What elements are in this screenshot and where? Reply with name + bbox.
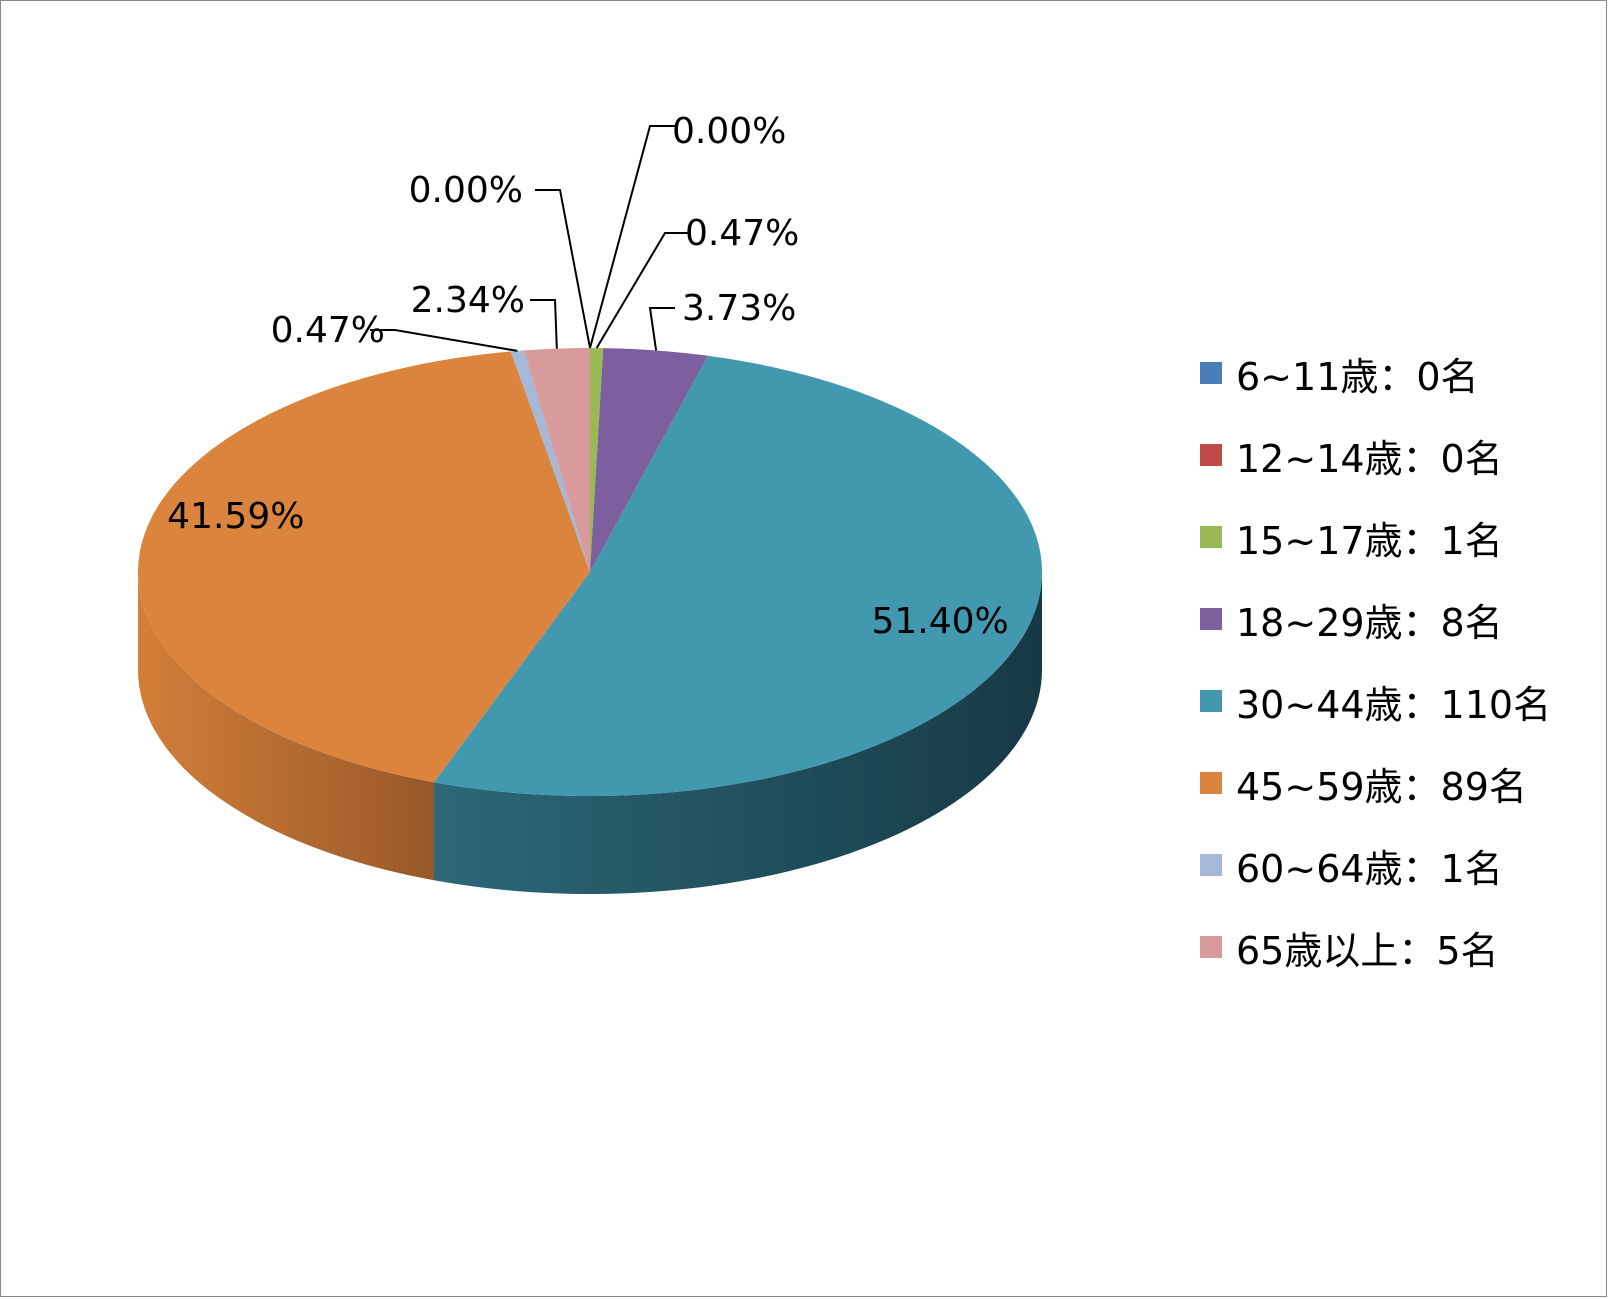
legend-swatch-4 bbox=[1200, 690, 1222, 712]
legend-item-3: 18~29歳：8名 bbox=[1200, 578, 1600, 660]
legend-item-0: 6~11歳：0名 bbox=[1200, 332, 1600, 414]
data-label-3: 3.73% bbox=[682, 288, 796, 329]
data-label-7: 2.34% bbox=[411, 280, 525, 321]
legend-label-0: 6~11歳：0名 bbox=[1236, 354, 1479, 399]
legend-item-5: 45~59歳：89名 bbox=[1200, 742, 1600, 824]
data-label-2: 0.47% bbox=[685, 213, 799, 254]
pie-slice-3 bbox=[590, 348, 709, 572]
legend-label-1: 12~14歳：0名 bbox=[1236, 436, 1503, 481]
legend-swatch-5 bbox=[1200, 772, 1222, 794]
pie-side-4 bbox=[434, 572, 1042, 895]
legend-label-2: 15~17歳：1名 bbox=[1236, 518, 1503, 563]
legend-label-7: 65歳以上：5名 bbox=[1236, 928, 1499, 973]
data-label-5: 41.59% bbox=[167, 496, 304, 537]
data-label-4: 51.40% bbox=[871, 601, 1008, 642]
data-label-1: 0.00% bbox=[409, 170, 523, 211]
legend-item-6: 60~64歳：1名 bbox=[1200, 824, 1600, 906]
legend-item-2: 15~17歳：1名 bbox=[1200, 496, 1600, 578]
leader-line-1 bbox=[535, 189, 591, 349]
legend-swatch-2 bbox=[1200, 526, 1222, 548]
legend-swatch-7 bbox=[1200, 936, 1222, 958]
pie-slice-6 bbox=[510, 350, 590, 572]
legend-label-4: 30~44歳：110名 bbox=[1236, 682, 1552, 727]
leader-line-6 bbox=[370, 329, 518, 352]
pie-side-5 bbox=[138, 572, 435, 881]
pie-slice-7 bbox=[523, 348, 590, 572]
legend-item-7: 65歳以上：5名 bbox=[1200, 906, 1600, 988]
leader-line-2 bbox=[595, 232, 690, 349]
legend-label-5: 45~59歳：89名 bbox=[1236, 764, 1527, 809]
legend-label-3: 18~29歳：8名 bbox=[1236, 600, 1503, 645]
legend-swatch-1 bbox=[1200, 444, 1222, 466]
legend-item-1: 12~14歳：0名 bbox=[1200, 414, 1600, 496]
leader-line-0 bbox=[589, 125, 675, 349]
data-label-0: 0.00% bbox=[672, 111, 786, 152]
pie-slice-4 bbox=[434, 355, 1042, 796]
leader-line-7 bbox=[530, 299, 558, 349]
legend-item-4: 30~44歳：110名 bbox=[1200, 660, 1600, 742]
pie-slice-2 bbox=[590, 348, 604, 572]
legend-swatch-6 bbox=[1200, 854, 1222, 876]
data-label-6: 0.47% bbox=[271, 310, 385, 351]
pie-slice-5 bbox=[137, 351, 590, 783]
legend-swatch-3 bbox=[1200, 608, 1222, 630]
leader-line-3 bbox=[648, 307, 675, 351]
legend: 6~11歳：0名 12~14歳：0名 15~17歳：1名 18~29歳：8名 30~44… bbox=[1200, 332, 1600, 988]
legend-swatch-0 bbox=[1200, 362, 1222, 384]
legend-label-6: 60~64歳：1名 bbox=[1236, 846, 1503, 891]
